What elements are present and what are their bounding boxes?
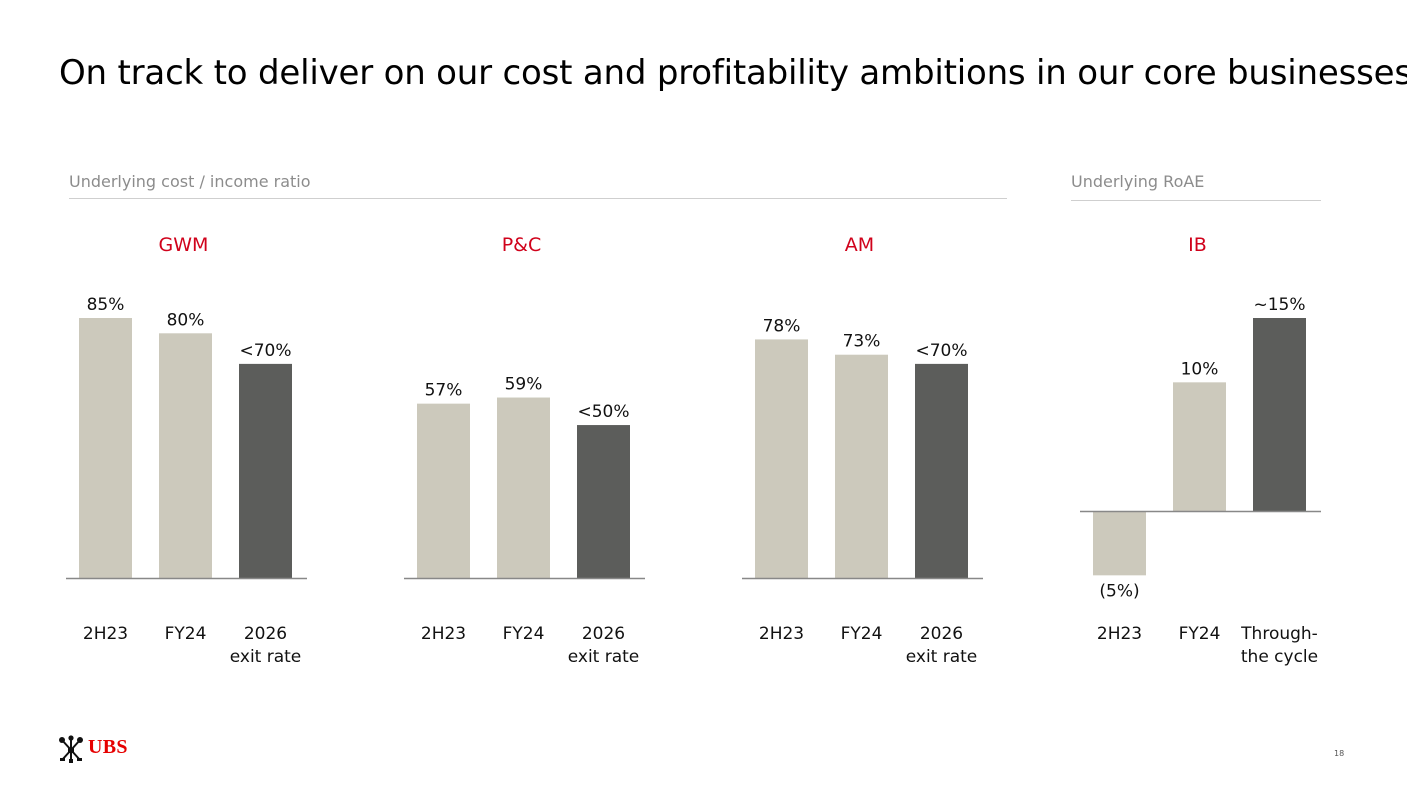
- category-label-gwm-2-line0: 2026: [244, 624, 287, 644]
- section-label-roae: Underlying RoAE: [1071, 172, 1205, 191]
- ubs-logo: UBS: [88, 736, 128, 758]
- bar-gwm-1: [159, 333, 212, 578]
- bar-am-1: [835, 354, 888, 578]
- bar-pc-0: [417, 403, 470, 578]
- category-label-ib-2-line0: Through-: [1240, 624, 1318, 644]
- category-label-pc-0: 2H23: [421, 624, 466, 644]
- value-label-ib-1: 10%: [1181, 359, 1219, 379]
- bar-am-0: [755, 339, 808, 578]
- section-rule-cost-income: [69, 198, 1007, 199]
- section-rule-roae: [1071, 200, 1321, 201]
- category-label-ib-2-line1: the cycle: [1241, 647, 1318, 667]
- page-number: 18: [1334, 749, 1345, 758]
- bar-gwm-2: [239, 363, 292, 578]
- panel-title-ib: IB: [1188, 234, 1207, 256]
- value-label-gwm-2: <70%: [239, 341, 291, 361]
- value-label-ib-0: (5%): [1099, 581, 1139, 601]
- category-label-am-2-line1: exit rate: [906, 647, 978, 667]
- category-label-gwm-1: FY24: [165, 624, 207, 644]
- bar-ib-2: [1253, 318, 1306, 511]
- panel-title-pc: P&C: [502, 234, 542, 256]
- value-label-am-0: 78%: [763, 316, 801, 336]
- category-label-am-0: 2H23: [759, 624, 804, 644]
- value-label-pc-2: <50%: [577, 402, 629, 422]
- category-label-am-2-line0: 2026: [920, 624, 963, 644]
- section-label-cost-income: Underlying cost / income ratio: [69, 172, 311, 191]
- bar-gwm-0: [79, 318, 132, 578]
- category-label-gwm-2-line1: exit rate: [230, 647, 302, 667]
- value-label-pc-1: 59%: [505, 375, 543, 395]
- category-label-ib-0: 2H23: [1097, 624, 1142, 644]
- panel-title-am: AM: [845, 234, 874, 256]
- bar-am-2: [915, 363, 968, 578]
- bar-ib-0: [1093, 511, 1146, 576]
- value-label-ib-2: ~15%: [1253, 295, 1305, 315]
- bar-pc-1: [497, 397, 550, 578]
- category-label-pc-2-line1: exit rate: [568, 647, 640, 667]
- category-label-ib-1: FY24: [1179, 624, 1221, 644]
- value-label-pc-0: 57%: [425, 381, 463, 401]
- category-label-pc-2-line0: 2026: [582, 624, 625, 644]
- value-label-am-2: <70%: [915, 341, 967, 361]
- value-label-gwm-1: 80%: [167, 310, 205, 330]
- page-title: On track to deliver on our cost and prof…: [59, 53, 1407, 93]
- panel-title-gwm: GWM: [159, 234, 209, 256]
- bar-ib-1: [1173, 382, 1226, 511]
- category-label-am-1: FY24: [841, 624, 883, 644]
- value-label-am-1: 73%: [843, 332, 881, 352]
- ubs-keys-icon: [59, 735, 83, 763]
- category-label-gwm-0: 2H23: [83, 624, 128, 644]
- bar-pc-2: [577, 425, 630, 578]
- value-label-gwm-0: 85%: [87, 295, 125, 315]
- category-label-pc-1: FY24: [503, 624, 545, 644]
